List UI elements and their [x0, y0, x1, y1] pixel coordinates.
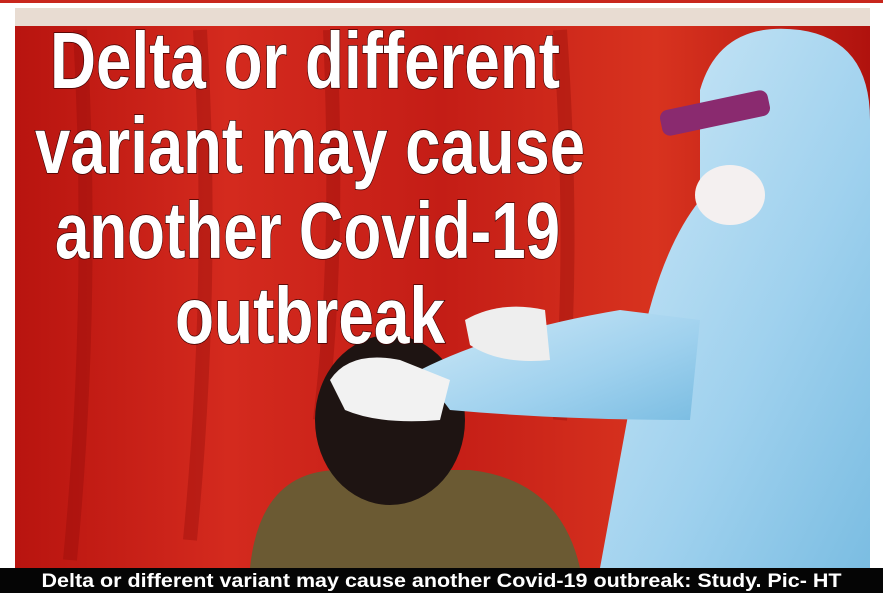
caption-bar	[0, 568, 883, 593]
headline-line: another Covid-19	[55, 186, 560, 275]
headline-line: Delta or different	[50, 16, 560, 105]
headline: Delta or different variant may cause ano…	[34, 15, 586, 361]
headline-line: variant may cause	[35, 101, 585, 190]
headline-line: outbreak	[175, 271, 445, 360]
caption: Delta or different variant may cause ano…	[42, 571, 842, 592]
